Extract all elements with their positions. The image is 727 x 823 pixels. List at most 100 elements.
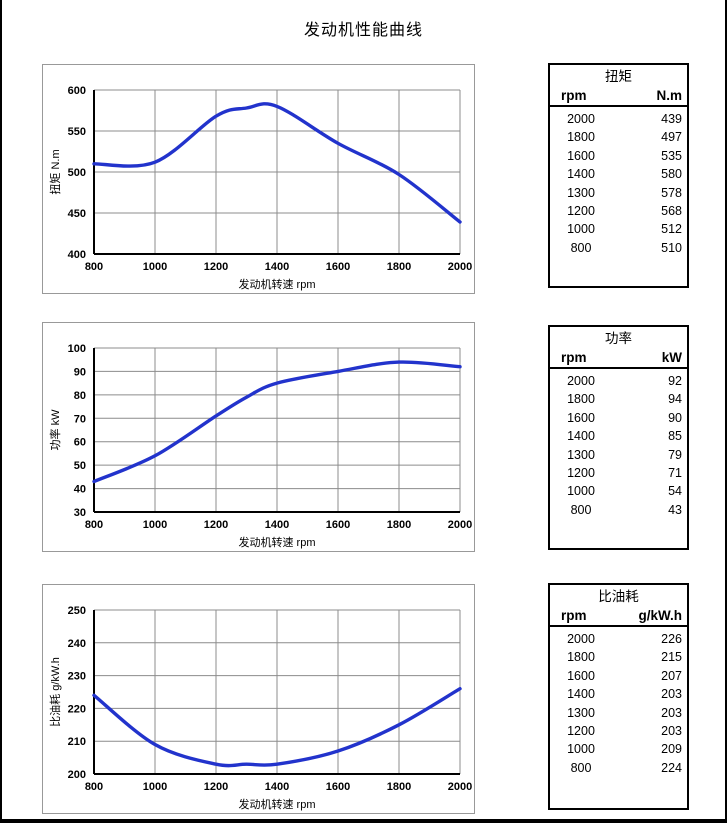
power-curve [92, 360, 462, 484]
torque-chart-svg: 800 1000 1200 1400 1600 1800 2000 400 450 500 550 6… [48, 85, 472, 291]
table-row: 1600 207 [550, 667, 687, 685]
y-axis-title: 功率 kW [48, 409, 62, 451]
value-cell: 568 [661, 203, 682, 218]
y-tick-label: 600 [68, 85, 86, 97]
table-row: 1000 512 [550, 220, 687, 238]
value-cell: 203 [661, 705, 682, 720]
x-tick-label: 1000 [143, 519, 167, 531]
y-tick-label: 100 [68, 343, 86, 355]
table-row: 1300 79 [550, 446, 687, 464]
y-axis-title: 扭矩 N.m [48, 149, 62, 194]
table-header: rpm N.m [550, 85, 687, 107]
table-body: 2000 439 1800 497 1600 535 1400 580 1300 578 1200 5… [550, 107, 687, 257]
torque-table: 扭矩 rpm N.m 2000 439 1800 497 1600 535 1400 580 1… [548, 63, 689, 288]
x-tick-label: 1600 [326, 261, 350, 273]
table-row: 1400 85 [550, 427, 687, 445]
value-cell: 79 [668, 447, 682, 462]
x-tick-label: 800 [85, 781, 103, 793]
table-header-unit: kW [661, 350, 682, 365]
x-tick-label: 1200 [204, 519, 228, 531]
rpm-cell: 1200 [567, 723, 595, 738]
x-tick-label: 2000 [448, 519, 472, 531]
x-tick-label: 1400 [265, 261, 289, 273]
x-tick-label: 1200 [204, 781, 228, 793]
table-row: 2000 439 [550, 110, 687, 128]
x-axis-title: 发动机转速 rpm [239, 797, 316, 811]
fuel-consumption-chart: 800 1000 1200 1400 1600 1800 2000 200 210 220 230 2… [42, 584, 475, 814]
x-tick-label: 2000 [448, 781, 472, 793]
fuel-consumption-table: 比油耗 rpm g/kW.h 2000 226 1800 215 1600 207 1400… [548, 583, 689, 810]
rpm-cell: 1300 [567, 185, 595, 200]
value-cell: 535 [661, 148, 682, 163]
table-header-rpm: rpm [561, 350, 587, 365]
table-header-unit: g/kW.h [638, 608, 683, 623]
rpm-cell: 2000 [567, 112, 595, 126]
rpm-cell: 800 [570, 240, 592, 255]
rpm-cell: 1800 [567, 392, 595, 407]
y-tick-label: 200 [68, 769, 86, 781]
value-cell: 512 [661, 222, 682, 237]
y-tick-label: 550 [68, 126, 86, 138]
rpm-cell: 1200 [567, 203, 595, 218]
x-tick-label: 1000 [143, 261, 167, 273]
rpm-cell: 1400 [567, 687, 595, 702]
y-tick-label: 80 [74, 390, 86, 402]
x-axis-title: 发动机转速 rpm [239, 535, 316, 549]
table-header-rpm: rpm [561, 608, 587, 623]
rpm-cell: 1200 [567, 465, 595, 480]
power-chart-svg: 800 1000 1200 1400 1600 1800 2000 30 40 50 60 70 80 9… [48, 343, 472, 549]
table-row: 1400 203 [550, 685, 687, 703]
x-tick-label: 1200 [204, 261, 228, 273]
rpm-cell: 1000 [567, 742, 595, 757]
table-row: 1300 203 [550, 704, 687, 722]
x-tick-label: 1800 [387, 261, 411, 273]
value-cell: 497 [661, 130, 682, 145]
rpm-cell: 1300 [567, 447, 595, 462]
value-cell: 94 [668, 392, 682, 407]
x-axis-title: 发动机转速 rpm [239, 277, 316, 291]
x-tick-label: 800 [85, 261, 103, 273]
table-title: 比油耗 [598, 589, 639, 604]
table-row: 1400 580 [550, 165, 687, 183]
rpm-cell: 1600 [567, 668, 595, 683]
power-chart: 800 1000 1200 1400 1600 1800 2000 30 40 50 60 70 80 9… [42, 322, 475, 552]
table-row: 1600 535 [550, 147, 687, 165]
y-tick-label: 230 [68, 671, 86, 683]
torque-chart: 800 1000 1200 1400 1600 1800 2000 400 450 500 550 6… [42, 64, 475, 294]
y-tick-label: 400 [68, 249, 86, 261]
table-row: 800 224 [550, 759, 687, 777]
table-row: 1200 568 [550, 202, 687, 220]
fuel-curve [92, 687, 462, 768]
y-tick-label: 240 [68, 638, 86, 650]
value-cell: 439 [661, 112, 682, 126]
table-body: 2000 92 1800 94 1600 90 1400 85 1300 79 1200 71 1000… [550, 369, 687, 519]
table-row: 1000 54 [550, 482, 687, 500]
value-cell: 85 [668, 429, 682, 444]
table-header-unit: N.m [656, 88, 682, 103]
rpm-cell: 1800 [567, 650, 595, 665]
x-tick-label: 800 [85, 519, 103, 531]
table-row: 1000 209 [550, 740, 687, 758]
value-cell: 510 [661, 240, 682, 255]
x-tick-label: 1600 [326, 519, 350, 531]
value-cell: 92 [668, 374, 682, 388]
value-cell: 203 [661, 687, 682, 702]
value-cell: 207 [661, 668, 682, 683]
rpm-cell: 1600 [567, 410, 595, 425]
rpm-cell: 1400 [567, 429, 595, 444]
x-tick-label: 1800 [387, 781, 411, 793]
table-row: 1800 94 [550, 390, 687, 408]
rpm-cell: 800 [570, 760, 592, 775]
y-tick-label: 500 [68, 167, 86, 179]
table-row: 1800 215 [550, 648, 687, 666]
x-tick-label: 1400 [265, 519, 289, 531]
table-row: 2000 92 [550, 372, 687, 390]
table-header: rpm kW [550, 347, 687, 369]
y-tick-label: 50 [74, 460, 86, 472]
rpm-cell: 2000 [567, 632, 595, 646]
rpm-cell: 1000 [567, 484, 595, 499]
x-tick-label: 2000 [448, 261, 472, 273]
power-table: 功率 rpm kW 2000 92 1800 94 1600 90 1400 85 1300 79… [548, 325, 689, 550]
rpm-cell: 1300 [567, 705, 595, 720]
x-tick-label: 1800 [387, 519, 411, 531]
